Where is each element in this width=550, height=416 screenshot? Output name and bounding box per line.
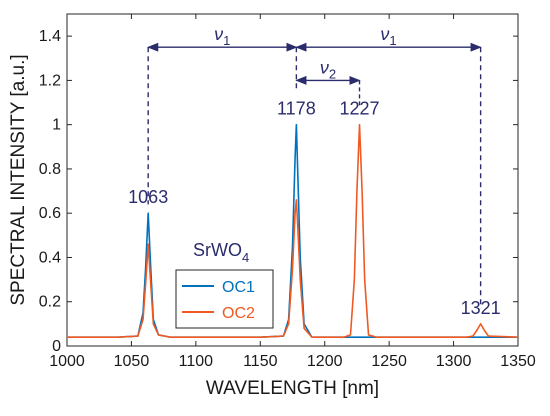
spacing-symbol: ν <box>320 57 329 77</box>
legend-title: SrWO4 <box>193 240 249 265</box>
y-tick-label: 1.2 <box>39 72 61 89</box>
spacing-symbol: ν <box>380 24 389 44</box>
spacing-symbol: ν <box>214 24 223 44</box>
x-tick-label: 1150 <box>243 353 278 370</box>
y-tick-label: 0 <box>52 338 61 355</box>
x-tick-label: 1100 <box>179 353 214 370</box>
spacing-label: ν2 <box>320 57 336 81</box>
y-tick-label: 1.4 <box>39 28 61 45</box>
y-tick-label: 1 <box>52 117 61 134</box>
y-tick-label: 0.2 <box>39 294 61 311</box>
spacing-subscript: 1 <box>389 33 396 48</box>
plot-frame <box>66 13 519 347</box>
peak-label: 1227 <box>339 99 379 119</box>
y-axis-label: SPECTRAL INTENSITY [a.u.] <box>8 54 29 305</box>
y-tick-label: 0.6 <box>39 205 61 222</box>
axes-group: 1000 1050 1100 1150 1200 1250 1300 1350 0 0.2 0.4 0… <box>8 13 536 399</box>
x-tick-label: 1050 <box>114 353 150 370</box>
spacing-label: ν1 <box>214 24 230 48</box>
legend-title-subscript: 4 <box>242 250 249 265</box>
spacing-label: ν1 <box>380 24 396 48</box>
legend-group: SrWO4 OC1 OC2 <box>175 240 274 329</box>
x-axis-label: WAVELENGTH [nm] <box>206 378 379 399</box>
peak-label: 1321 <box>461 298 501 318</box>
x-tick-label: 1300 <box>436 353 472 370</box>
legend-box <box>175 269 274 329</box>
legend-label-oc1: OC1 <box>222 279 255 296</box>
x-tick-label: 1350 <box>500 353 536 370</box>
x-tick-label: 1250 <box>371 353 407 370</box>
legend-title-main: SrWO <box>193 240 242 260</box>
x-tick-label: 1000 <box>49 353 85 370</box>
peak-label: 1178 <box>277 99 316 119</box>
y-tick-label: 0.4 <box>39 249 61 266</box>
peak-label: 1063 <box>128 187 168 207</box>
spacing-subscript: 2 <box>329 66 336 81</box>
spacing-subscript: 1 <box>223 33 230 48</box>
x-tick-label: 1200 <box>307 353 343 370</box>
y-tick-label: 0.8 <box>39 161 61 178</box>
series-group <box>67 123 519 338</box>
legend-label-oc2: OC2 <box>222 305 255 322</box>
series-line-oc2 <box>67 123 519 338</box>
